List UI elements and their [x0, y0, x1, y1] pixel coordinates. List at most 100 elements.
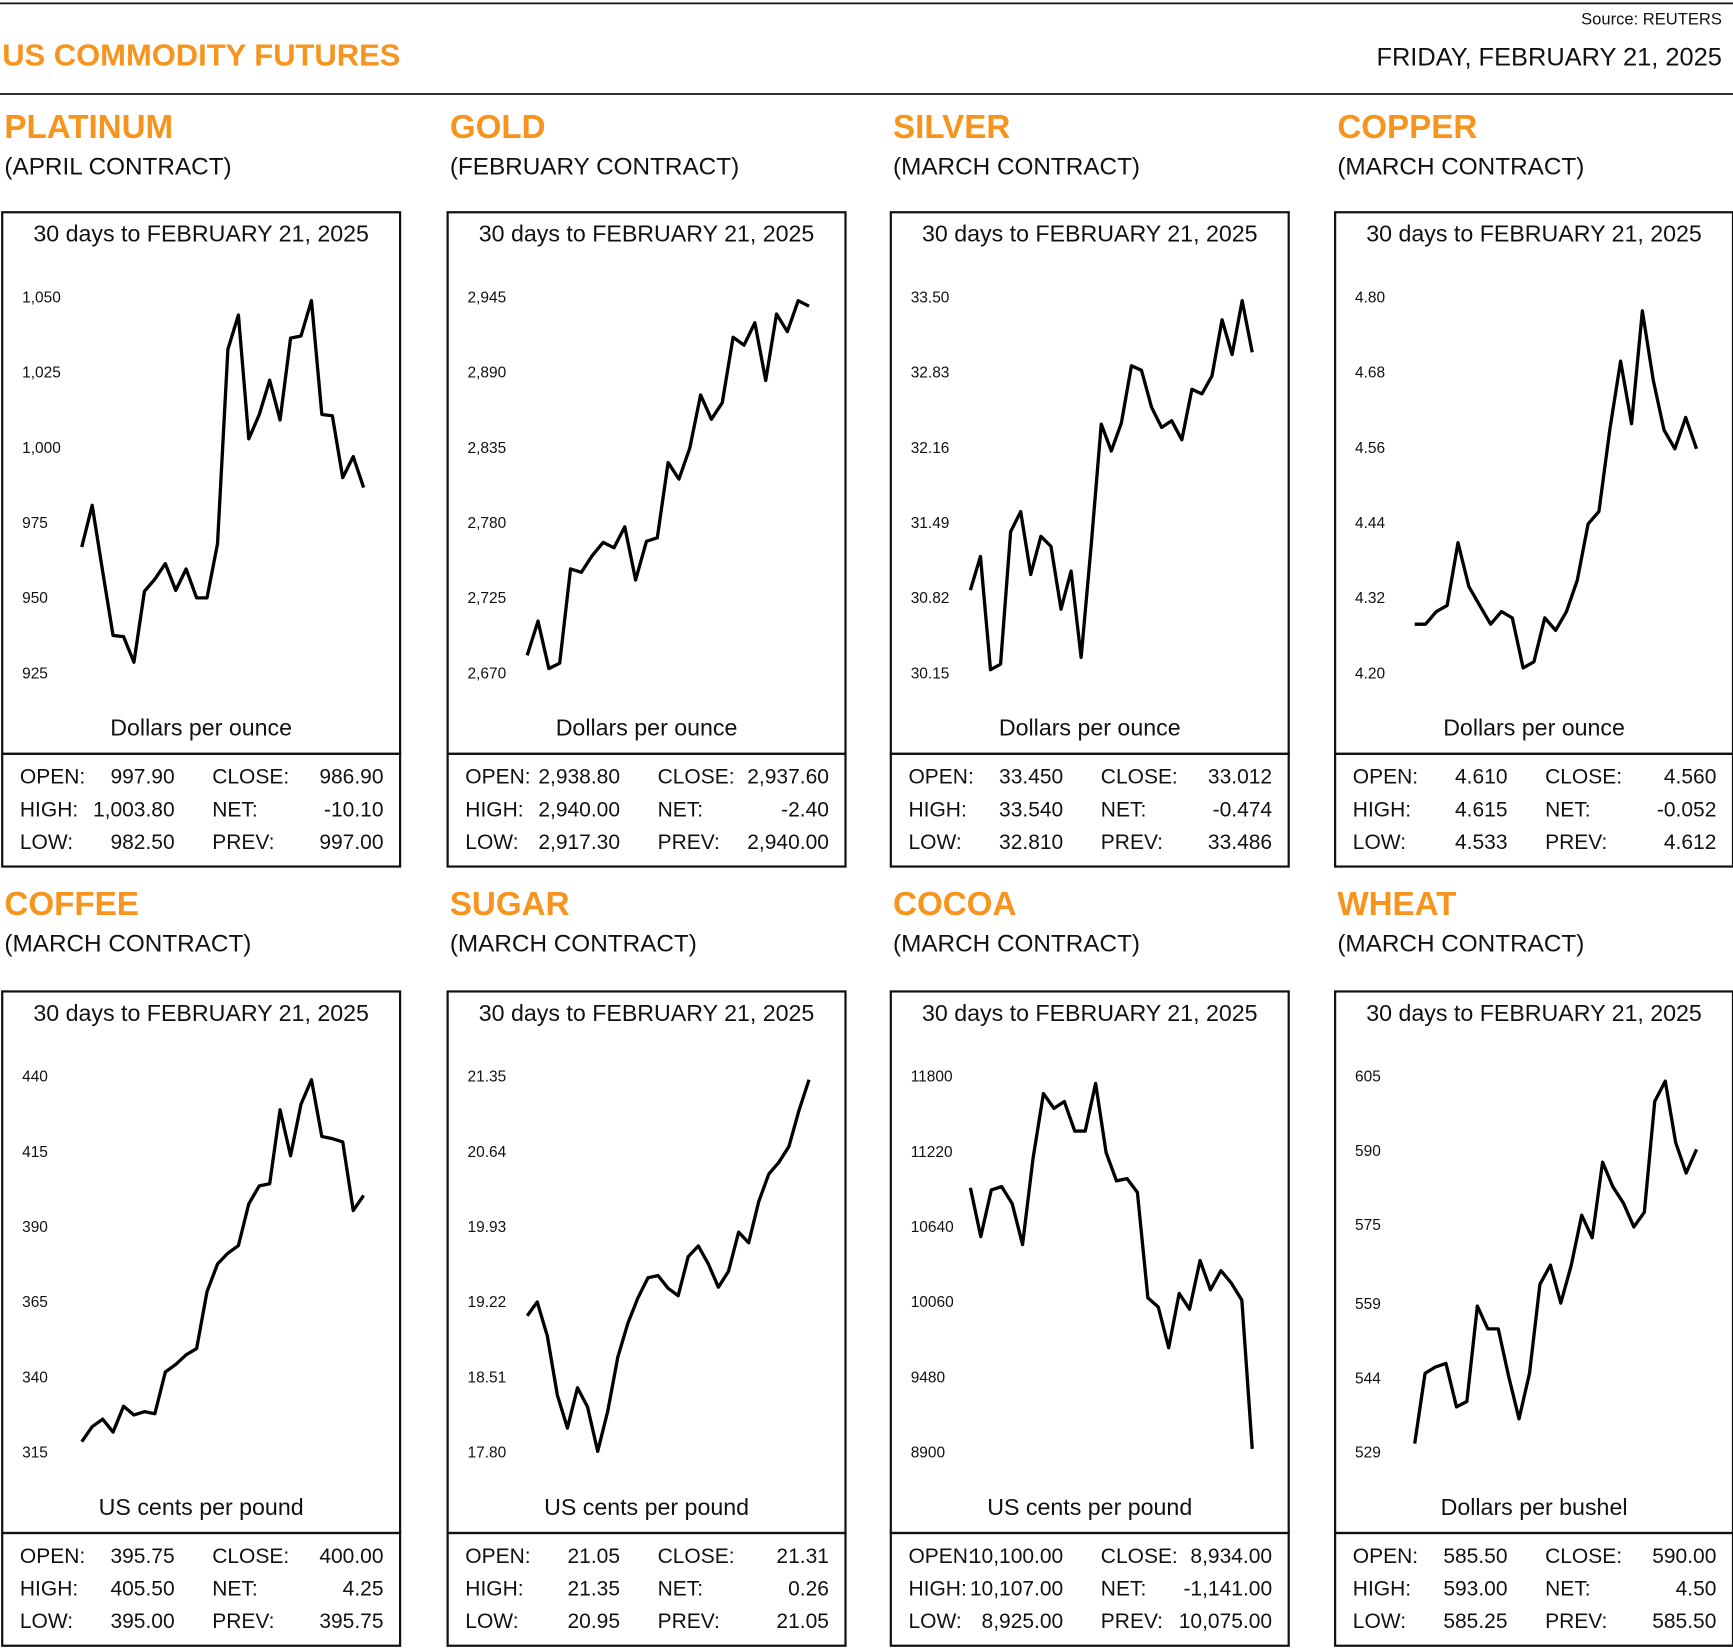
y-tick-label: 590 — [1355, 1143, 1381, 1160]
stat-label: HIGH: — [465, 798, 523, 821]
stats-frame — [1334, 752, 1733, 868]
stat-value: 20.95 — [568, 1610, 621, 1633]
stat-value: 4.50 — [1676, 1577, 1717, 1600]
stat-value: 982.50 — [110, 831, 174, 854]
stat-value: 0.26 — [788, 1577, 829, 1600]
chart-caption: 30 days to FEBRUARY 21, 2025 — [1366, 221, 1702, 247]
stat-value: 590.00 — [1652, 1545, 1716, 1568]
stat-value: -1,141.00 — [1183, 1577, 1272, 1600]
y-tick-label: 529 — [1355, 1445, 1381, 1462]
price-line — [525, 1079, 811, 1453]
price-line — [80, 298, 366, 664]
stat-value: 21.05 — [568, 1545, 621, 1568]
y-tick-label: 2,670 — [468, 665, 507, 682]
stat-label: PREV: — [1101, 831, 1163, 854]
stat-value: 8,925.00 — [982, 1610, 1064, 1633]
y-tick-label: 2,725 — [468, 590, 507, 607]
stat-label: NET: — [212, 798, 257, 821]
stat-label: HIGH: — [465, 1577, 523, 1600]
stat-label: CLOSE: — [1101, 766, 1178, 789]
price-line — [80, 1078, 365, 1443]
y-tick-label: 4.80 — [1355, 290, 1385, 307]
contract: (FEBRUARY CONTRACT) — [450, 153, 739, 180]
stat-label: HIGH: — [1353, 798, 1411, 821]
y-tick-label: 9480 — [911, 1369, 945, 1386]
price-line — [525, 299, 810, 671]
stat-label: PREV: — [1101, 1610, 1163, 1633]
y-axis-label: Dollars per ounce — [1443, 715, 1625, 741]
stat-value: 10,075.00 — [1179, 1610, 1272, 1633]
y-tick-label: 2,780 — [468, 515, 507, 532]
stat-label: PREV: — [658, 1610, 720, 1633]
y-axis-label: US cents per pound — [99, 1494, 304, 1520]
stat-value: 10,107.00 — [970, 1577, 1063, 1600]
y-tick-label: 30.15 — [911, 665, 950, 682]
commodity-title: COCOA — [893, 886, 1016, 923]
stat-value: 400.00 — [319, 1545, 383, 1568]
stat-value: 405.50 — [110, 1577, 174, 1600]
y-tick-label: 1,000 — [22, 440, 61, 457]
stat-value: 2,937.60 — [747, 766, 829, 789]
stats-frame — [446, 752, 847, 868]
y-tick-label: 32.83 — [911, 365, 950, 382]
stat-label: PREV: — [212, 831, 274, 854]
stat-label: CLOSE: — [1545, 766, 1622, 789]
stat-label: CLOSE: — [658, 1545, 735, 1568]
chart-frame — [446, 211, 847, 755]
stat-label: LOW: — [908, 831, 961, 854]
chart-caption: 30 days to FEBRUARY 21, 2025 — [1366, 1000, 1702, 1026]
stat-value: 21.05 — [776, 1610, 829, 1633]
y-tick-label: 21.35 — [468, 1069, 507, 1086]
stat-value: 33.486 — [1208, 831, 1272, 854]
stat-label: OPEN: — [1353, 1545, 1418, 1568]
y-tick-label: 11800 — [911, 1069, 953, 1086]
y-tick-label: 10060 — [911, 1294, 954, 1311]
stats-frame — [1, 1531, 402, 1647]
stat-value: 395.75 — [110, 1545, 174, 1568]
y-tick-label: 4.56 — [1355, 440, 1385, 457]
y-tick-label: 950 — [22, 590, 48, 607]
y-tick-label: 559 — [1355, 1296, 1381, 1313]
chart-caption: 30 days to FEBRUARY 21, 2025 — [33, 221, 369, 247]
stat-label: OPEN: — [465, 766, 530, 789]
y-tick-label: 544 — [1355, 1370, 1381, 1387]
contract: (MARCH CONTRACT) — [450, 930, 697, 957]
chart-frame — [446, 990, 847, 1535]
stat-value: 585.25 — [1443, 1610, 1507, 1633]
stat-value: 8,934.00 — [1190, 1545, 1272, 1568]
y-tick-label: 975 — [22, 515, 48, 532]
stat-label: LOW: — [465, 1610, 518, 1633]
y-tick-label: 20.64 — [468, 1144, 507, 1161]
stat-value: 395.75 — [319, 1610, 383, 1633]
stat-value: 2,917.30 — [538, 831, 620, 854]
stat-label: PREV: — [1545, 1610, 1607, 1633]
y-tick-label: 8900 — [911, 1445, 945, 1462]
chart-caption: 30 days to FEBRUARY 21, 2025 — [922, 221, 1258, 247]
y-tick-label: 10640 — [911, 1219, 954, 1236]
stat-label: LOW: — [465, 831, 518, 854]
stat-label: NET: — [1101, 1577, 1146, 1600]
y-tick-label: 2,890 — [468, 365, 507, 382]
y-tick-label: 315 — [22, 1445, 48, 1462]
stat-label: OPEN: — [1353, 766, 1418, 789]
y-tick-label: 4.20 — [1355, 665, 1385, 682]
contract: (MARCH CONTRACT) — [1337, 153, 1584, 180]
y-tick-label: 440 — [22, 1069, 48, 1086]
y-tick-label: 4.68 — [1355, 365, 1385, 382]
price-line — [968, 299, 1254, 672]
source: Source: REUTERS — [1581, 9, 1722, 28]
chart-caption: 30 days to FEBRUARY 21, 2025 — [922, 1000, 1258, 1026]
page-title: US COMMODITY FUTURES — [2, 38, 400, 73]
stat-value: 2,938.80 — [538, 766, 620, 789]
stat-value: 4.610 — [1455, 766, 1508, 789]
stat-value: 21.31 — [776, 1545, 829, 1568]
stat-value: -0.474 — [1213, 798, 1273, 821]
y-tick-label: 340 — [22, 1369, 48, 1386]
commodity-title: COFFEE — [4, 886, 138, 923]
stats-frame — [889, 1531, 1290, 1647]
stat-label: OPEN: — [20, 1545, 85, 1568]
stat-label: CLOSE: — [212, 766, 289, 789]
y-tick-label: 17.80 — [468, 1445, 507, 1462]
price-line — [1414, 309, 1699, 670]
commodity-title: PLATINUM — [4, 109, 173, 146]
